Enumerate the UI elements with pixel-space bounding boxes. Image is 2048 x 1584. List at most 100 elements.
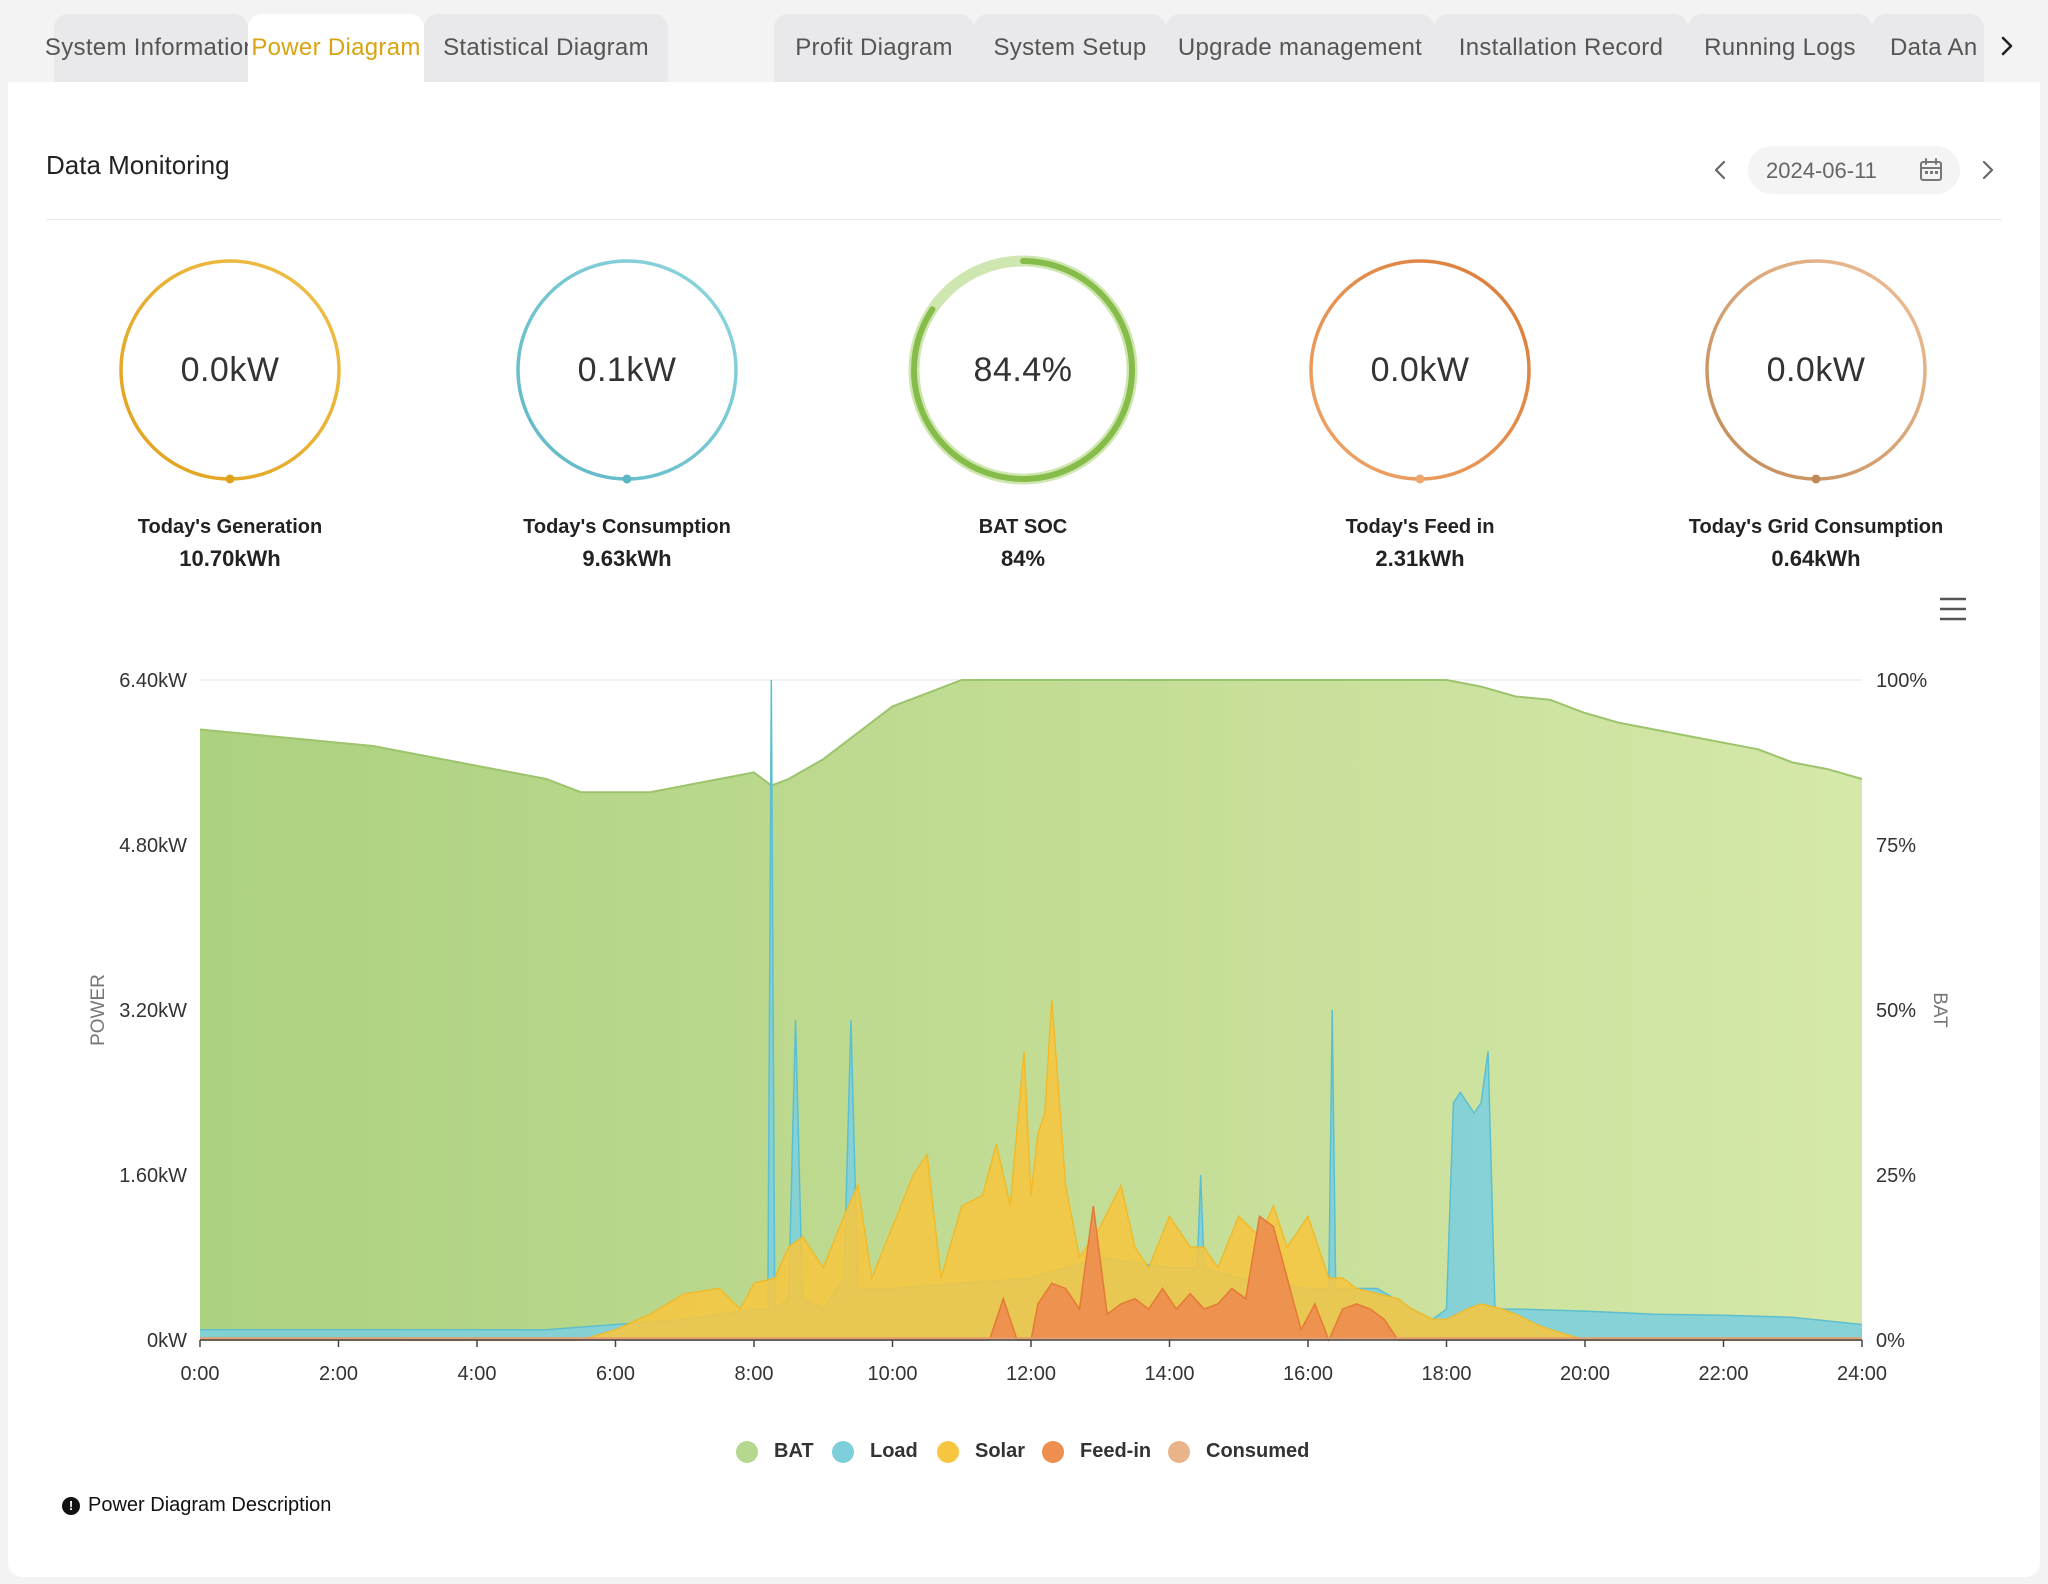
x-tick-label: 12:00 [1006, 1363, 1056, 1385]
gauge-ring [119, 259, 341, 484]
previous-day-button[interactable] [1702, 150, 1738, 190]
chevron-left-icon [1714, 160, 1726, 180]
chevron-right-icon [1982, 160, 1994, 180]
gauge-ring [1705, 259, 1927, 484]
y-tick-label: 6.40kW [119, 670, 187, 692]
x-tick-label: 18:00 [1421, 1363, 1471, 1385]
x-tick-label: 10:00 [867, 1363, 917, 1385]
tab-data-analysis[interactable]: Data An [1872, 14, 1984, 82]
y-right-tick-label: 100% [1876, 670, 1927, 692]
tab-system-information[interactable]: System Information [45, 14, 257, 82]
tab-installation-record[interactable]: Installation Record [1434, 14, 1688, 82]
gauge-energy: 2.31kWh [1375, 546, 1465, 571]
gauge-ring [908, 255, 1138, 485]
legend-dot [1168, 1440, 1190, 1463]
tab-scroll-right-button[interactable] [1990, 26, 2024, 66]
y-right-axis-label: BAT [1929, 992, 1950, 1028]
y-axis-label: POWER [88, 974, 109, 1046]
description-label: Power Diagram Description [88, 1494, 332, 1516]
gauge-generation: 0.0kW [110, 250, 350, 490]
chart-menu-icon[interactable] [1938, 596, 1968, 622]
gauge-energy: 9.63kWh [582, 546, 672, 571]
series-line-bat [199, 679, 1863, 794]
x-tick-label: 16:00 [1283, 1363, 1333, 1385]
tab-running-logs[interactable]: Running Logs [1688, 14, 1872, 82]
y-right-tick-label: 75% [1876, 835, 1916, 857]
gauge-energy: 0.64kWh [1771, 546, 1861, 571]
gauge-grid-consumption: 0.0kW [1696, 250, 1936, 490]
gauge-value: 0.0kW [180, 350, 280, 389]
chevron-right-icon [2001, 36, 2013, 56]
power-chart: 0kW 1.60kW 3.20kW 4.80kW 6.40kW 0% 25% 50% 75% 10… [88, 670, 1950, 1385]
gauge-ring [1309, 259, 1531, 484]
y-right-tick-label: 50% [1876, 1000, 1916, 1022]
page-title: Data Monitoring [46, 150, 230, 180]
header-divider [46, 219, 2002, 220]
legend-label: Feed-in [1080, 1440, 1152, 1462]
gauge-marker [1415, 474, 1425, 484]
gauge-value: 0.0kW [1766, 350, 1866, 389]
tab-upgrade-management[interactable]: Upgrade management [1166, 14, 1434, 82]
gauge-value: 0.1kW [577, 350, 677, 389]
legend-dot [937, 1440, 959, 1463]
gauge-energy: 84% [1000, 546, 1046, 571]
series-line-solar [200, 999, 1862, 1341]
legend-feed-in[interactable]: Feed-in [1042, 1440, 1151, 1463]
x-tick-label: 0:00 [181, 1363, 220, 1385]
y-tick-label: 0kW [147, 1330, 187, 1352]
legend-dot [832, 1440, 854, 1463]
legend-label: Solar [975, 1440, 1026, 1462]
legend-label: BAT [774, 1440, 814, 1462]
x-tick-label: 20:00 [1560, 1363, 1610, 1385]
legend-bat[interactable]: BAT [736, 1440, 814, 1463]
gauge-bat-soc: 84.4% [903, 250, 1143, 490]
x-tick-label: 8:00 [735, 1363, 774, 1385]
x-tick-label: 24:00 [1837, 1363, 1887, 1385]
legend-dot [736, 1440, 758, 1463]
y-tick-label: 4.80kW [119, 835, 187, 857]
series-area-bat [200, 680, 1862, 1340]
gauge-label: Today's Generation [137, 516, 323, 538]
gauge-consumption: 0.1kW [507, 250, 747, 490]
tab-system-setup[interactable]: System Setup [974, 14, 1166, 82]
gauge-label: BAT SOC [978, 516, 1068, 538]
x-tick-label: 2:00 [319, 1363, 358, 1385]
gauge-value: 84.4% [973, 350, 1073, 389]
gauge-marker [622, 474, 632, 484]
calendar-icon [1920, 158, 1942, 181]
series-line-feed-in [200, 1205, 1862, 1342]
date-value: 2024-06-11 [1766, 158, 1877, 183]
gauge-value: 0.0kW [1370, 350, 1470, 389]
legend-label: Load [870, 1440, 918, 1462]
gauge-marker [1811, 474, 1821, 484]
legend-solar[interactable]: Solar [937, 1440, 1025, 1463]
tab-power-diagram[interactable]: Power Diagram [248, 14, 424, 82]
gauge-arc [911, 258, 1135, 482]
x-tick-label: 22:00 [1698, 1363, 1748, 1385]
next-day-button[interactable] [1970, 150, 2006, 190]
legend-dot [1042, 1440, 1064, 1463]
y-tick-label: 1.60kW [119, 1165, 187, 1187]
legend-load[interactable]: Load [832, 1440, 918, 1463]
gauge-label: Today's Feed in [1345, 516, 1495, 538]
gauge-feed-in: 0.0kW [1300, 250, 1540, 490]
gauge-energy: 10.70kWh [179, 546, 281, 571]
tab-bar: System Information Power Diagram Statist… [0, 0, 2048, 82]
tab-profit-diagram[interactable]: Profit Diagram [774, 14, 974, 82]
legend-label: Consumed [1206, 1440, 1310, 1462]
x-tick-label: 14:00 [1144, 1363, 1194, 1385]
gauge-label: Today's Consumption [523, 516, 731, 538]
power-diagram-description-link[interactable]: ! Power Diagram Description [62, 1494, 331, 1517]
tab-statistical-diagram[interactable]: Statistical Diagram [424, 14, 668, 82]
gauge-marker [225, 474, 235, 484]
series-area-solar [200, 999, 1862, 1340]
info-icon: ! [62, 1496, 80, 1515]
x-tick-label: 6:00 [596, 1363, 635, 1385]
y-tick-label: 3.20kW [119, 1000, 187, 1022]
gauge-label: Today's Grid Consumption [1688, 516, 1944, 538]
legend-consumed[interactable]: Consumed [1168, 1440, 1309, 1463]
y-right-tick-label: 0% [1876, 1330, 1905, 1352]
date-picker[interactable]: 2024-06-11 [1748, 146, 1960, 194]
y-right-tick-label: 25% [1876, 1165, 1916, 1187]
gauge-ring [516, 259, 738, 484]
